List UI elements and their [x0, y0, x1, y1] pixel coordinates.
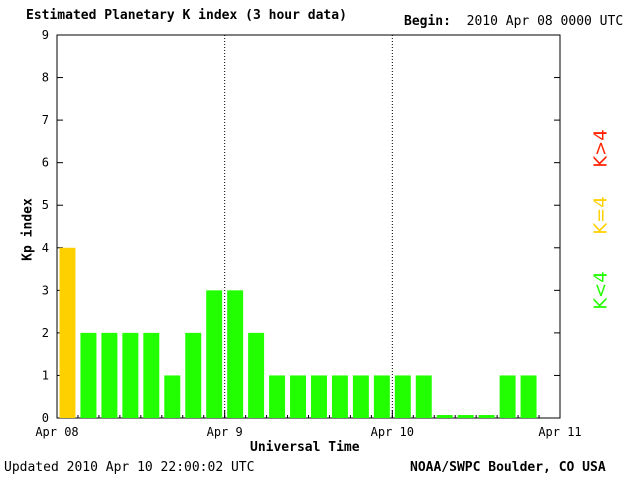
- x-tick-label: Apr 08: [35, 425, 78, 439]
- kp-bar: [80, 332, 97, 418]
- y-tick-label: 1: [42, 368, 49, 382]
- kp-bar: [436, 415, 453, 418]
- kp-bar: [122, 332, 139, 418]
- y-tick-label: 4: [42, 241, 49, 255]
- legend-k-less-4: K<4: [590, 271, 612, 310]
- kp-bar: [185, 332, 202, 418]
- kp-bar: [311, 375, 327, 418]
- source-credit: NOAA/SWPC Boulder, CO USA: [410, 460, 606, 475]
- updated-value: 2010 Apr 10 22:00:02 UTC: [66, 460, 255, 475]
- kp-bar: [331, 375, 348, 418]
- kp-bar: [394, 375, 411, 418]
- kp-bar: [373, 375, 390, 418]
- y-tick-label: 5: [42, 198, 49, 212]
- kp-bar: [520, 375, 537, 418]
- y-tick-label: 8: [42, 71, 49, 85]
- x-tick-label: Apr 10: [371, 425, 414, 439]
- kp-bar: [164, 375, 181, 418]
- x-tick-label: Apr 11: [538, 425, 581, 439]
- kp-bar: [206, 290, 223, 418]
- kp-bar: [269, 375, 286, 418]
- y-axis-label: Kp index: [20, 198, 36, 261]
- kp-bar: [143, 332, 160, 418]
- kp-bar: [478, 415, 495, 418]
- chart-title: Estimated Planetary K index (3 hour data…: [26, 8, 347, 23]
- kp-bar: [415, 375, 432, 418]
- y-tick-label: 3: [42, 283, 49, 297]
- y-tick-label: 2: [42, 326, 49, 340]
- updated-label: Updated: [4, 460, 59, 475]
- y-tick-label: 7: [42, 113, 49, 127]
- kp-bar: [248, 332, 265, 418]
- begin-label: Begin:: [404, 14, 451, 29]
- kp-bar: [352, 375, 369, 418]
- y-tick-label: 6: [42, 156, 49, 170]
- kp-bar: [499, 375, 516, 418]
- legend-k-equal-4: K=4: [590, 196, 612, 235]
- x-tick-label: Apr 9: [207, 425, 243, 439]
- begin-value: 2010 Apr 08 0000 UTC: [466, 14, 624, 29]
- kp-bar: [227, 290, 244, 418]
- kp-bar: [59, 247, 76, 418]
- kp-bar: [101, 332, 118, 418]
- begin-date: Begin: 2010 Apr 08 0000 UTC: [404, 14, 623, 29]
- x-axis-label: Universal Time: [250, 440, 360, 455]
- y-tick-label: 0: [42, 411, 49, 425]
- kp-bar: [457, 415, 474, 418]
- updated-timestamp: Updated 2010 Apr 10 22:00:02 UTC: [4, 460, 254, 475]
- kp-bar: [290, 375, 306, 418]
- y-tick-label: 9: [42, 28, 49, 42]
